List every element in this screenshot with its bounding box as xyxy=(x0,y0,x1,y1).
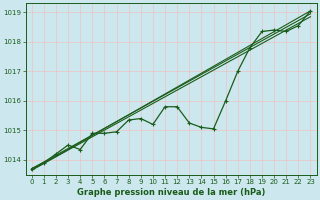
X-axis label: Graphe pression niveau de la mer (hPa): Graphe pression niveau de la mer (hPa) xyxy=(77,188,265,197)
